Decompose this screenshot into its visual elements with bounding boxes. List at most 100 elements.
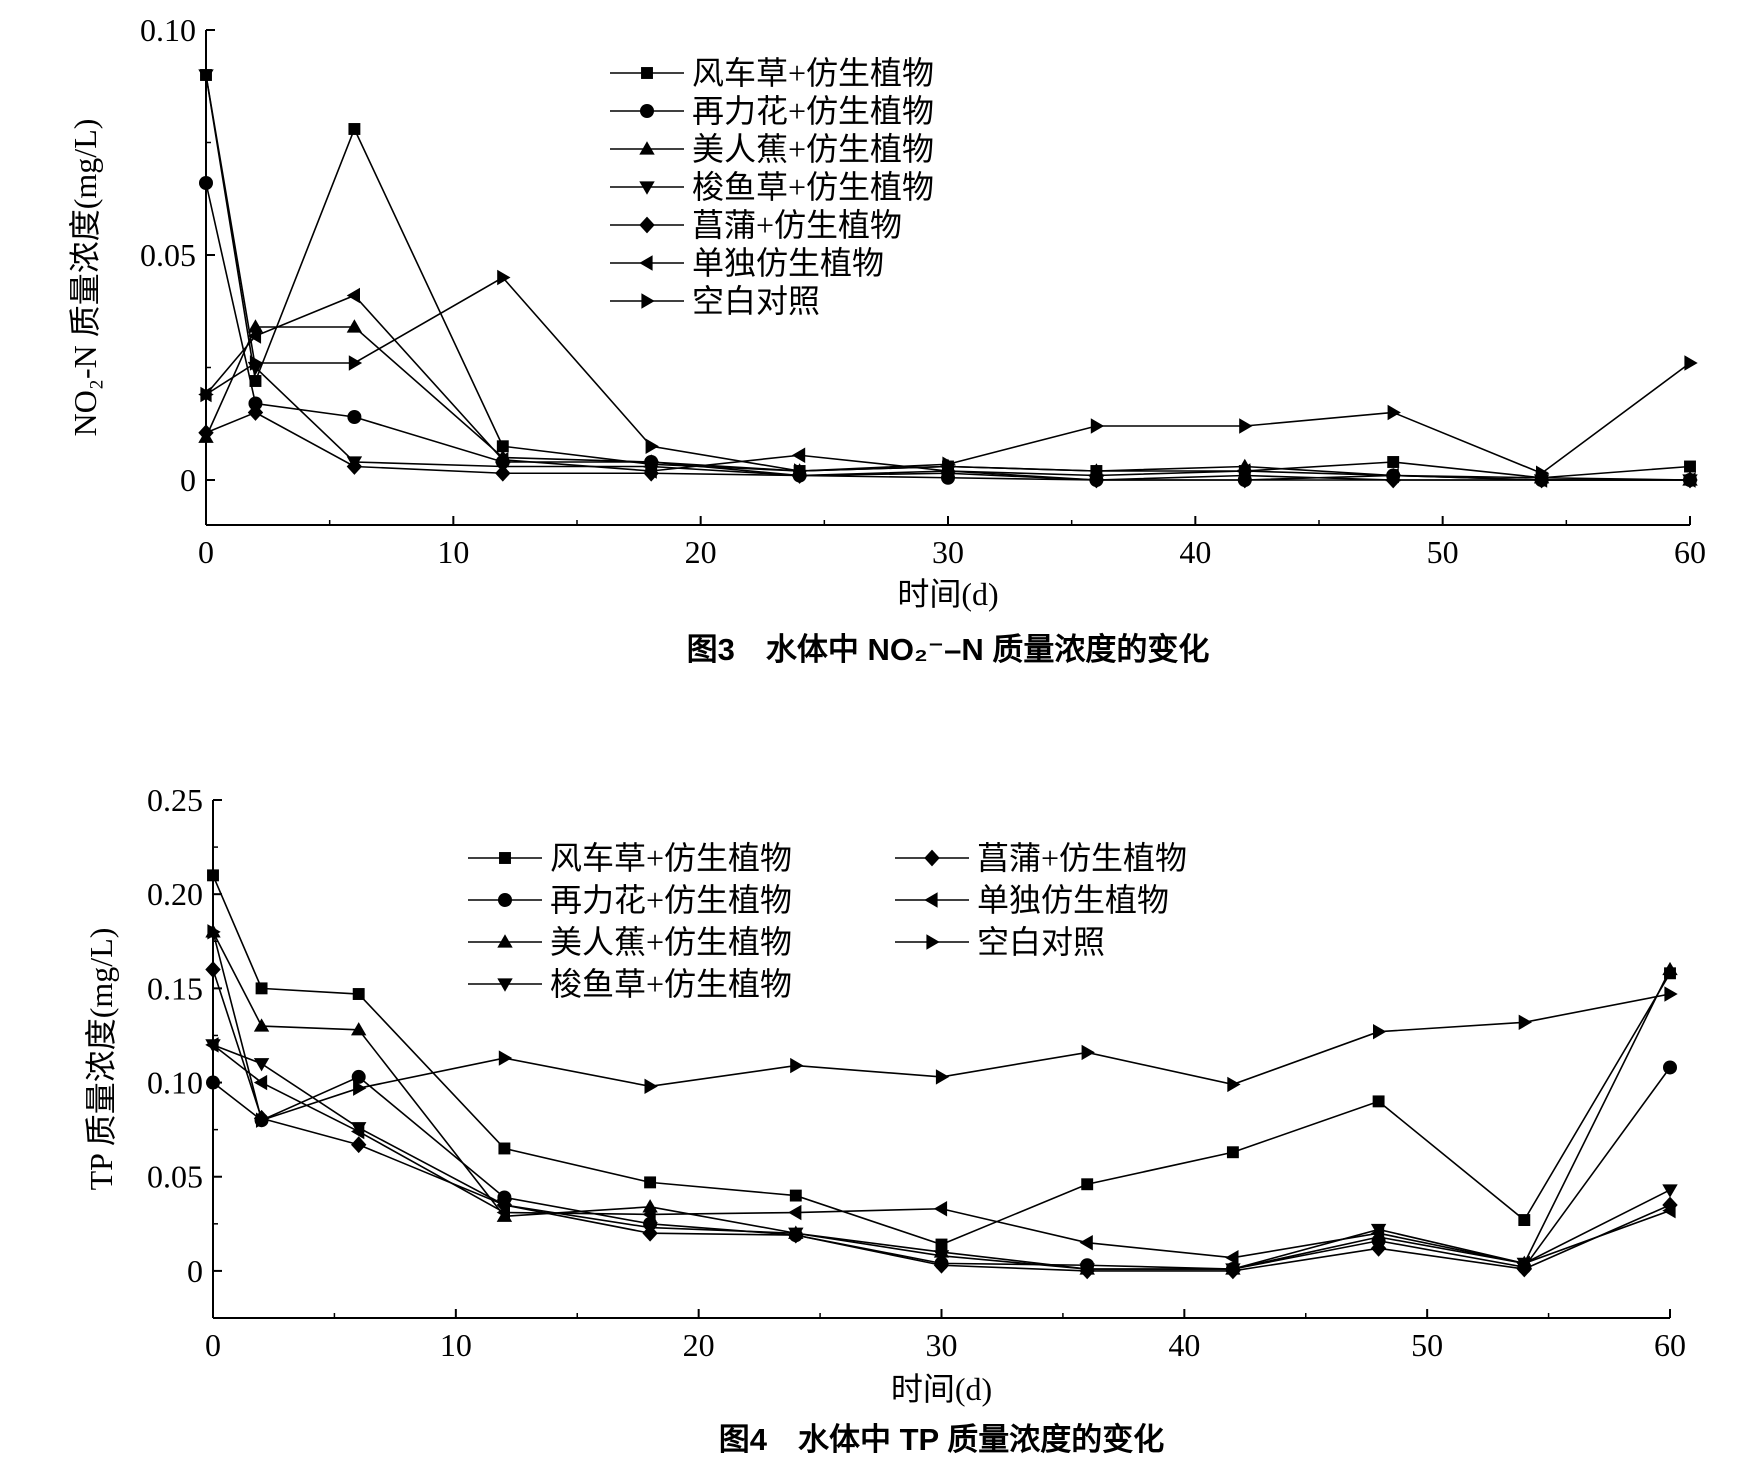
x-tick-label: 0 [198,534,214,570]
data-point [1518,1214,1531,1227]
legend-marker [639,216,655,234]
data-point [351,1069,366,1084]
legend-item: 菖蒲+仿生植物 [895,840,1187,876]
legend-marker [497,934,513,948]
legend-label: 梭鱼草+仿生植物 [692,169,934,205]
data-point [498,1050,513,1066]
data-point [1227,1076,1241,1093]
data-point [1684,355,1698,371]
data-point [935,1069,950,1085]
series-line [212,875,1671,1246]
legend-label: 空白对照 [977,924,1105,960]
series-6 [198,287,1696,488]
legend-label: 再力花+仿生植物 [692,93,934,129]
data-point [1662,961,1678,976]
data-point [1370,1225,1385,1241]
data-point [1081,1044,1095,1061]
data-point [933,1256,950,1274]
legend-label: 单独仿生植物 [977,882,1169,918]
legend-marker [926,934,940,950]
data-point [1518,1014,1532,1030]
data-point [207,869,219,882]
data-point [791,467,808,484]
series-line [212,931,1671,1122]
x-axis-label: 时间(d) [891,1371,992,1407]
data-point [249,355,264,371]
data-point [1239,418,1253,434]
data-point [791,447,806,463]
data-point [346,287,360,304]
x-tick-label: 40 [1168,1327,1200,1363]
data-point [1079,1234,1093,1251]
data-point [1237,463,1251,479]
data-point [788,1204,802,1221]
data-point [206,1075,220,1090]
data-point [247,404,264,421]
x-axis-label: 时间(d) [897,576,998,612]
data-point [198,424,214,442]
data-point [496,1196,513,1214]
data-point [348,123,361,135]
data-point [348,355,363,371]
data-point [205,961,221,978]
legend-item: 单独仿生植物 [610,245,884,281]
data-point [347,410,362,424]
y-tick-label: 0.05 [147,1159,203,1195]
series-line [212,1044,1671,1265]
series-line [205,74,1690,481]
chart-title: 图4 水体中 TP 质量浓度的变化 [719,1422,1165,1457]
x-tick-label: 20 [683,1327,715,1363]
data-point [249,375,262,387]
data-point [1079,1262,1095,1280]
legend-label: 菖蒲+仿生植物 [977,840,1187,876]
series-line [212,1044,1671,1270]
y-tick-label: 0.05 [140,237,196,273]
legend-item: 美人蕉+仿生植物 [468,924,792,960]
x-tick-label: 10 [437,534,469,570]
legend-marker [640,104,654,118]
data-point [253,1058,270,1072]
series-line [205,294,1690,481]
legend-marker [924,892,938,908]
axes [205,30,1690,526]
legend-marker [641,67,653,79]
data-point [248,396,263,411]
legend-label: 菖蒲+仿生植物 [692,207,902,243]
legend-label: 再力花+仿生植物 [550,882,792,918]
x-tick-label: 60 [1674,534,1706,570]
data-point [199,176,213,190]
x-tick-label: 20 [685,534,717,570]
data-point [788,1226,804,1244]
legend-item: 风车草+仿生植物 [468,840,792,876]
data-point [794,463,808,479]
y-tick-label: 0 [180,462,196,498]
data-point [351,1123,365,1140]
data-point [942,456,956,472]
data-point [247,328,262,344]
legend-marker [639,255,653,271]
legend-marker [498,893,512,907]
series-1 [200,69,1696,484]
legend-label: 风车草+仿生植物 [692,55,934,91]
legend-label: 风车草+仿生植物 [550,840,792,876]
data-point [1225,1262,1241,1280]
series-line [205,411,1690,481]
data-point [253,1074,268,1091]
data-point [198,69,214,83]
data-point [1225,1250,1239,1266]
legend-marker [639,181,655,195]
legend-marker [499,852,511,864]
series-5 [198,404,1698,489]
legend-item: 再力花+仿生植物 [610,93,934,129]
series-7 [200,269,1698,481]
data-point [644,1176,657,1189]
series-line [212,969,1671,1272]
legend-marker [497,978,513,992]
series-line [205,182,1690,481]
legend-marker [639,141,655,155]
y-tick-label: 0.10 [147,1065,203,1101]
data-point [351,1022,367,1036]
series-2 [199,176,1697,487]
legend-label: 美人蕉+仿生植物 [692,131,934,167]
